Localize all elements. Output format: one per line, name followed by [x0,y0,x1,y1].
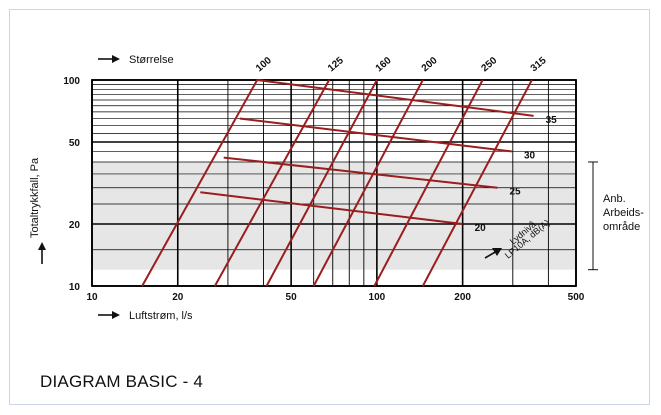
sound-label-35: 35 [546,115,558,126]
x-tick-label: 20 [172,292,184,303]
y-axis-label: Totaltrykkfall, Pa [29,157,41,238]
size-label-315: 315 [529,55,549,74]
size-line-250 [373,79,484,287]
size-label-250: 250 [479,55,499,74]
size-line-100 [141,79,259,287]
size-line-200 [312,79,424,287]
x-tick-label: 200 [454,292,471,303]
sound-label-20: 20 [475,223,487,234]
y-tick-label: 100 [63,76,80,87]
size-line-160 [265,79,378,287]
x-tick-label: 500 [568,292,585,303]
sound-line-20 [200,191,463,225]
sound-axis-arrow-head [492,248,502,256]
sound-line-30 [239,117,513,153]
sound-label-30: 30 [524,150,536,161]
y-tick-label: 50 [69,138,81,149]
plot-border [91,79,577,287]
x-tick-label: 50 [286,292,298,303]
y-tick-label: 20 [69,220,81,231]
y-axis-arrow-head [38,242,46,250]
size-line-125 [214,79,331,287]
x-axis-label: Luftstrøm, l/s [129,310,193,322]
size-label-100: 100 [254,55,274,74]
size-label-200: 200 [420,55,440,74]
size-line-315 [421,79,533,287]
x-tick-label: 100 [369,292,386,303]
size-axis-label: Størrelse [129,54,174,66]
diagram-caption: DIAGRAM BASIC - 4 [40,372,204,391]
range-label-line: område [603,221,640,233]
size-axis-arrow-head [112,55,120,63]
range-label-line: Arbeids- [603,207,644,219]
sound-label-25: 25 [509,187,521,198]
size-label-160: 160 [374,55,394,74]
size-label-125: 125 [326,55,346,74]
x-tick-label: 10 [86,292,98,303]
x-axis-arrow-head [112,311,120,319]
sound-line-35 [257,79,534,117]
sound-line-25 [223,156,498,189]
y-tick-label: 10 [69,282,81,293]
curves [141,79,534,287]
range-label-line: Anb. [603,193,626,205]
